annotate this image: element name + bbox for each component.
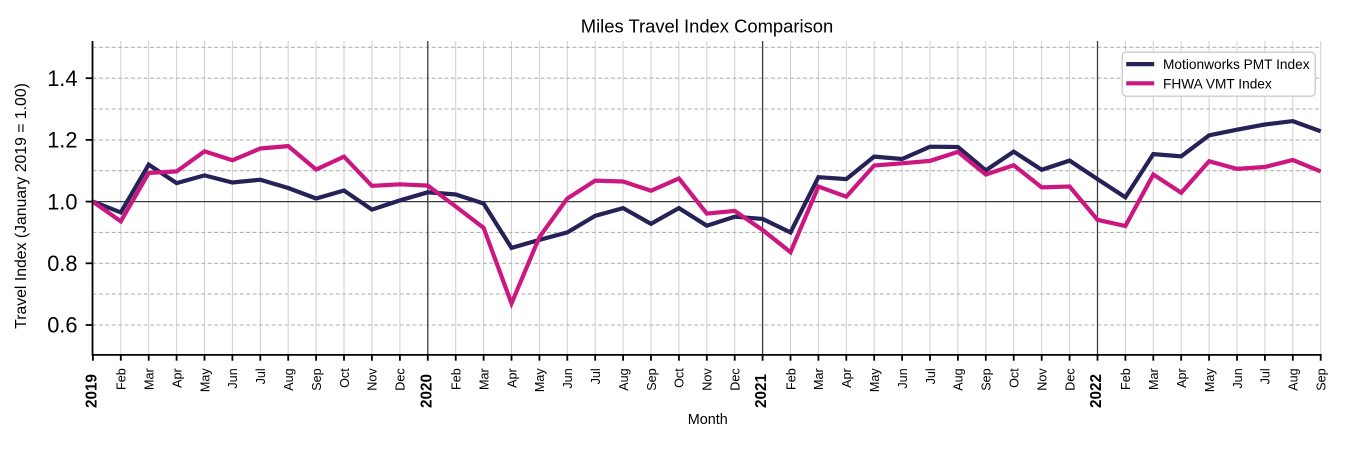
svg-text:Mar: Mar [812, 368, 826, 390]
svg-text:Oct: Oct [338, 368, 352, 388]
svg-text:0.8: 0.8 [47, 251, 77, 276]
svg-text:Jul: Jul [1259, 368, 1273, 384]
svg-text:1.2: 1.2 [47, 128, 77, 153]
svg-text:Aug: Aug [617, 368, 631, 390]
svg-text:Sep: Sep [980, 368, 994, 390]
svg-text:1.4: 1.4 [47, 66, 77, 91]
svg-text:Jul: Jul [589, 368, 603, 384]
svg-text:Jul: Jul [924, 368, 938, 384]
svg-text:Aug: Aug [1287, 368, 1301, 390]
svg-text:May: May [1203, 368, 1217, 392]
svg-text:Nov: Nov [701, 368, 715, 391]
svg-text:Aug: Aug [282, 368, 296, 390]
svg-text:Feb: Feb [115, 368, 129, 390]
svg-text:FHWA VMT Index: FHWA VMT Index [1163, 76, 1272, 91]
svg-text:Nov: Nov [1036, 368, 1050, 391]
svg-text:Sep: Sep [645, 368, 659, 390]
svg-text:Oct: Oct [1008, 368, 1022, 388]
svg-text:2022: 2022 [1088, 374, 1105, 408]
svg-text:Sep: Sep [1315, 368, 1329, 390]
svg-text:Feb: Feb [784, 368, 798, 390]
svg-text:0.6: 0.6 [47, 313, 77, 338]
svg-text:Aug: Aug [952, 368, 966, 390]
svg-text:Jun: Jun [561, 368, 575, 388]
svg-text:Apr: Apr [840, 368, 854, 388]
svg-text:2021: 2021 [753, 374, 770, 409]
svg-text:Mar: Mar [1147, 368, 1161, 390]
svg-text:May: May [533, 368, 547, 392]
svg-text:Apr: Apr [1175, 368, 1189, 388]
svg-text:Dec: Dec [1063, 368, 1077, 390]
svg-text:Dec: Dec [394, 368, 408, 390]
svg-text:Apr: Apr [170, 368, 184, 388]
svg-text:1.0: 1.0 [47, 189, 77, 214]
svg-text:Jun: Jun [1231, 368, 1245, 388]
svg-text:Month: Month [688, 412, 728, 428]
svg-text:2019: 2019 [83, 374, 100, 408]
svg-text:May: May [198, 368, 212, 392]
svg-text:Feb: Feb [1119, 368, 1133, 390]
svg-text:Travel Index (January 2019 = 1: Travel Index (January 2019 = 1.00) [13, 83, 30, 329]
svg-text:Feb: Feb [450, 368, 464, 390]
svg-text:2020: 2020 [418, 374, 435, 408]
svg-text:May: May [868, 368, 882, 392]
svg-text:Motionworks PMT Index: Motionworks PMT Index [1163, 57, 1310, 72]
svg-text:Jul: Jul [254, 368, 268, 384]
svg-text:Mar: Mar [143, 368, 157, 390]
svg-text:Apr: Apr [505, 368, 519, 388]
svg-text:Oct: Oct [673, 368, 687, 388]
svg-text:Sep: Sep [310, 368, 324, 390]
svg-text:Dec: Dec [729, 368, 743, 390]
svg-text:Jun: Jun [226, 368, 240, 388]
svg-text:Nov: Nov [366, 368, 380, 391]
svg-text:Miles Travel Index Comparison: Miles Travel Index Comparison [581, 16, 833, 37]
svg-text:Jun: Jun [896, 368, 910, 388]
svg-text:Mar: Mar [477, 368, 491, 390]
